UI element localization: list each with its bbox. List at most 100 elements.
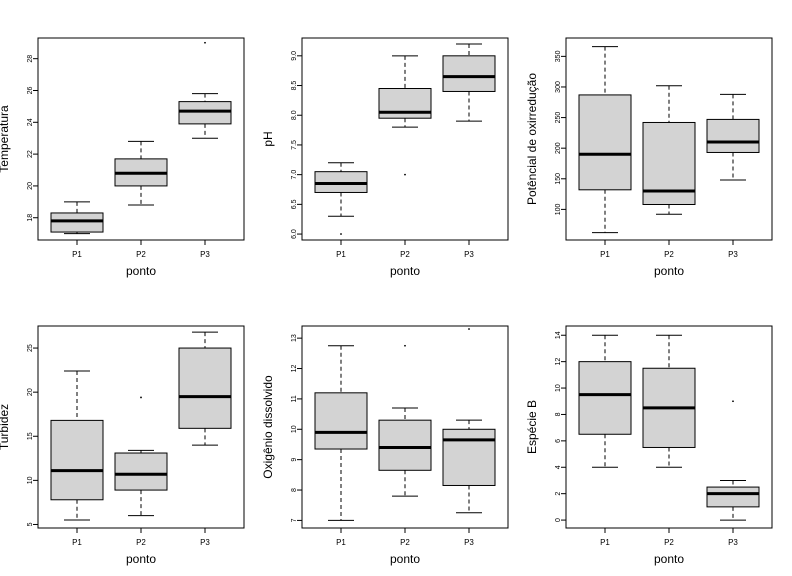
y-tick-label: 12 — [291, 365, 298, 373]
iqr-box — [442, 428, 496, 486]
box-P2 — [114, 140, 168, 206]
y-tick-label: 9.0 — [291, 51, 298, 61]
y-tick-label: 24 — [27, 118, 34, 126]
y-tick-label: 350 — [555, 50, 562, 62]
x-tick-label: P2 — [136, 538, 146, 547]
x-tick-label: P1 — [72, 250, 82, 259]
iqr-box — [378, 419, 432, 471]
y-tick-label: 300 — [555, 81, 562, 93]
y-tick-label: 6.5 — [291, 199, 298, 209]
x-tick-label: P3 — [464, 538, 474, 547]
y-tick-label: 28 — [27, 55, 34, 63]
y-tick-label: 2 — [555, 492, 562, 496]
outlier-point — [732, 400, 734, 403]
y-axis-label: Espécie B — [525, 400, 539, 454]
iqr-box — [442, 55, 496, 92]
x-axis-label: ponto — [126, 552, 156, 566]
y-tick-label: 8.5 — [291, 81, 298, 91]
x-tick-label: P2 — [136, 250, 146, 259]
outlier-point — [204, 41, 206, 44]
outlier-point — [468, 328, 470, 330]
y-tick-label: 4 — [555, 465, 562, 469]
x-tick-label: P2 — [400, 250, 410, 259]
box-P1 — [314, 345, 368, 521]
panel-3: 100 150 200 250 300 350 P1 P2 P3 ponto Potêncial d… — [525, 37, 773, 278]
x-axis-label: ponto — [390, 552, 420, 566]
y-tick-label: 20 — [27, 182, 34, 190]
y-axis-label: Temperatura — [0, 105, 11, 173]
y-tick-label: 7 — [291, 518, 298, 522]
box-P1 — [50, 201, 104, 235]
box-P2 — [642, 334, 696, 468]
box-P2 — [642, 85, 696, 215]
plot-frame — [37, 37, 245, 241]
box-P2 — [114, 396, 168, 517]
box-P2 — [378, 55, 432, 176]
y-tick-label: 18 — [27, 214, 34, 222]
x-axis-label: ponto — [654, 552, 684, 566]
x-tick-label: P2 — [664, 250, 674, 259]
panel-1: 18 20 22 24 26 28 P1 P2 P3 ponto Temperatura — [0, 37, 245, 278]
box-P3 — [706, 93, 760, 181]
y-tick-label: 12 — [555, 358, 562, 366]
outlier-point — [140, 396, 142, 399]
y-tick-label: 7.0 — [291, 170, 298, 180]
panel-6: 0 2 4 6 8 10 12 14 P1 P2 P3 ponto Espécie B — [525, 325, 773, 566]
panel-2: 6.0 6.5 7.0 7.5 8.0 8.5 9.0 P1 P2 P3 ponto pH — [261, 37, 509, 278]
x-tick-label: P2 — [400, 538, 410, 547]
outlier-point — [404, 344, 406, 347]
box-P1 — [578, 334, 632, 468]
x-tick-label: P1 — [600, 538, 610, 547]
y-tick-label: 13 — [291, 334, 298, 342]
y-tick-label: 14 — [555, 331, 562, 339]
panel-5: 7 8 9 10 11 12 13 P1 P2 P3 ponto Oxigênio dissolvid… — [261, 325, 509, 566]
box-P3 — [442, 328, 496, 514]
x-axis-label: ponto — [390, 264, 420, 278]
y-tick-label: 8 — [555, 412, 562, 416]
y-tick-label: 8.0 — [291, 110, 298, 120]
x-tick-label: P3 — [464, 250, 474, 259]
x-tick-label: P3 — [200, 538, 210, 547]
outlier-point — [340, 233, 342, 235]
y-tick-label: 10 — [27, 476, 34, 484]
y-tick-label: 200 — [555, 142, 562, 154]
iqr-box — [50, 212, 104, 233]
y-tick-label: 20 — [27, 388, 34, 396]
iqr-box — [114, 452, 168, 491]
y-tick-label: 100 — [555, 203, 562, 215]
y-axis-label: Potêncial de oxirredução — [525, 73, 539, 205]
y-tick-label: 11 — [291, 395, 298, 402]
iqr-box — [578, 94, 632, 191]
x-tick-label: P1 — [600, 250, 610, 259]
box-P2 — [378, 344, 432, 497]
y-axis-label: Turbidez — [0, 404, 11, 450]
y-axis-label: pH — [261, 131, 275, 146]
iqr-box — [50, 419, 104, 501]
iqr-box — [314, 392, 368, 450]
y-tick-label: 7.5 — [291, 140, 298, 150]
y-tick-label: 150 — [555, 173, 562, 185]
iqr-box — [578, 361, 632, 435]
y-tick-label: 10 — [291, 425, 298, 433]
y-axis-label: Oxigênio dissolvido — [261, 375, 275, 479]
panel-4: 5 10 15 20 25 P1 P2 P3 ponto Turbidez — [0, 325, 245, 566]
y-tick-label: 6.0 — [291, 229, 298, 239]
box-P1 — [314, 162, 368, 235]
y-tick-label: 26 — [27, 86, 34, 94]
box-P1 — [578, 46, 632, 234]
box-P3 — [178, 331, 232, 446]
x-tick-label: P1 — [72, 538, 82, 547]
x-tick-label: P1 — [336, 250, 346, 259]
x-tick-label: P3 — [728, 250, 738, 259]
box-P3 — [706, 400, 760, 521]
y-tick-label: 8 — [291, 488, 298, 492]
iqr-box — [706, 118, 760, 153]
iqr-box — [706, 486, 760, 508]
x-tick-label: P1 — [336, 538, 346, 547]
y-tick-label: 0 — [555, 518, 562, 522]
y-tick-label: 6 — [555, 439, 562, 443]
y-tick-label: 5 — [27, 522, 34, 526]
x-tick-label: P3 — [200, 250, 210, 259]
x-axis-label: ponto — [126, 264, 156, 278]
